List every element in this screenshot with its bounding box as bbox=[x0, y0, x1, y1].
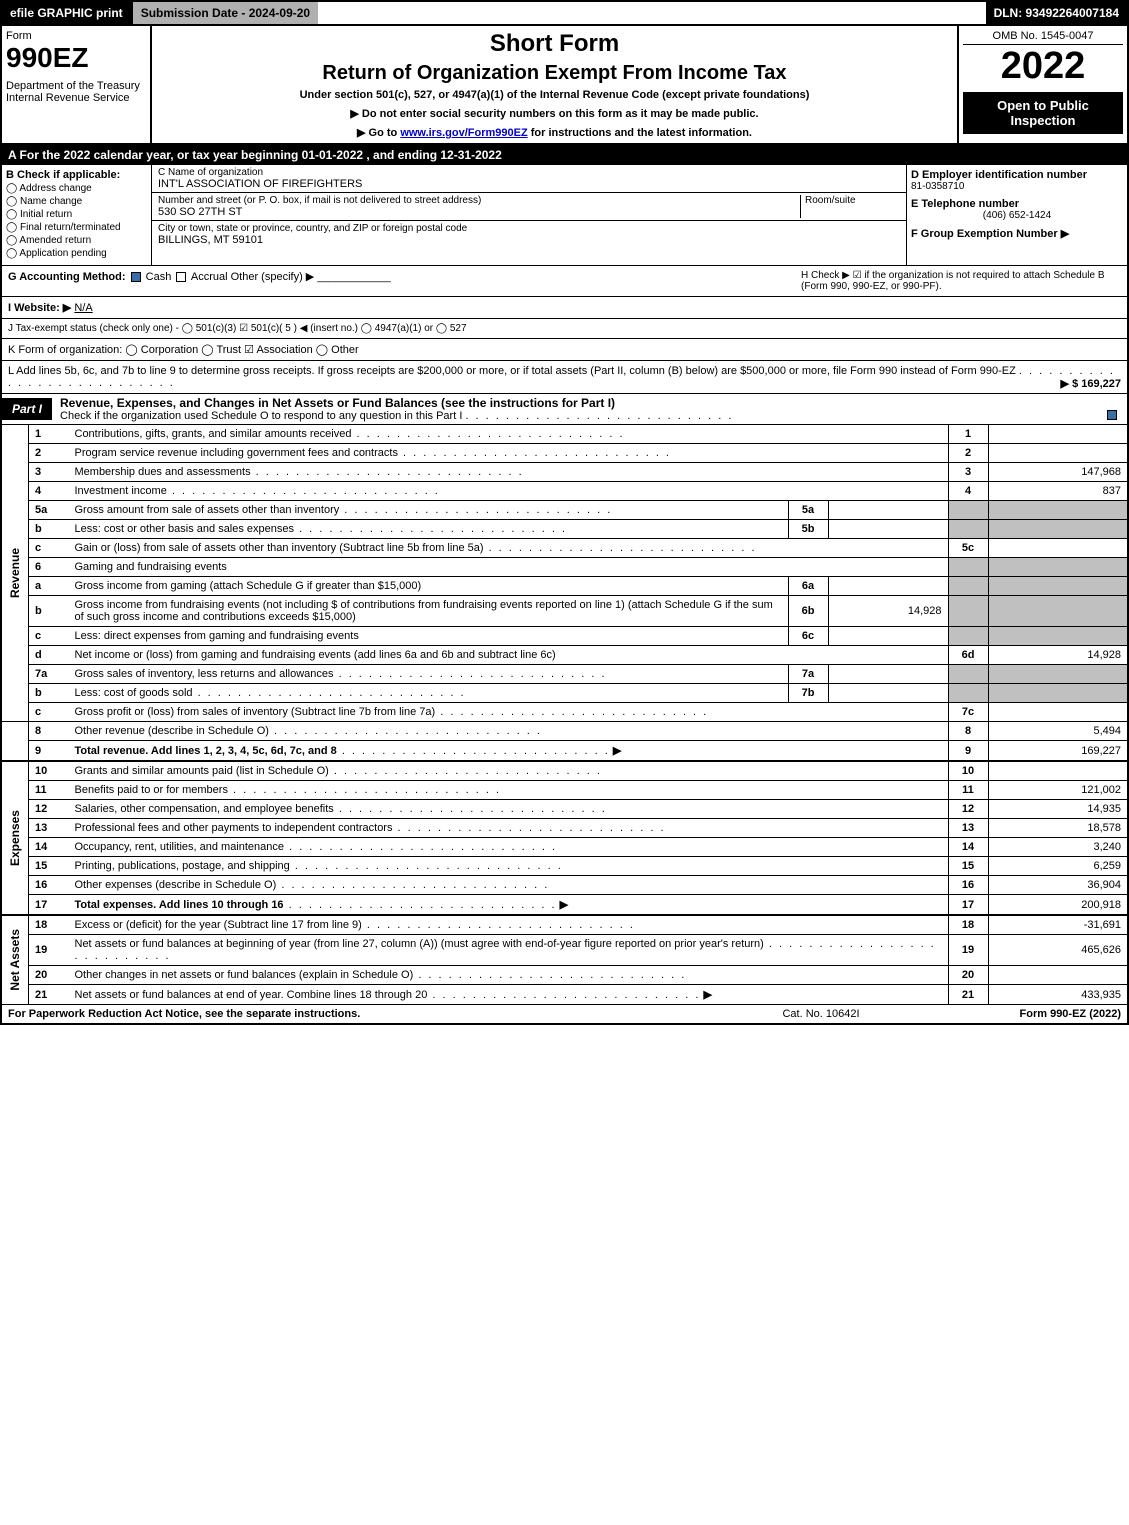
ein-label: D Employer identification number bbox=[911, 169, 1123, 181]
org-name: INT'L ASSOCIATION OF FIREFIGHTERS bbox=[158, 178, 900, 190]
footer: For Paperwork Reduction Act Notice, see … bbox=[0, 1005, 1129, 1025]
part1-table: Revenue 1 Contributions, gifts, grants, … bbox=[0, 425, 1129, 1005]
website-val: N/A bbox=[74, 302, 92, 314]
section-a: A For the 2022 calendar year, or tax yea… bbox=[0, 145, 1129, 165]
col-c: C Name of organization INT'L ASSOCIATION… bbox=[152, 165, 907, 265]
line-i: I Website: ▶ N/A bbox=[0, 297, 1129, 319]
line-l-text: L Add lines 5b, 6c, and 7b to line 9 to … bbox=[8, 365, 1016, 377]
line-k: K Form of organization: ◯ Corporation ◯ … bbox=[0, 339, 1129, 361]
revenue-rot: Revenue bbox=[8, 548, 22, 598]
line-l: L Add lines 5b, 6c, and 7b to line 9 to … bbox=[0, 361, 1129, 394]
omb-number: OMB No. 1545-0047 bbox=[963, 30, 1123, 45]
dln: DLN: 93492264007184 bbox=[986, 2, 1127, 24]
col-b-header: B Check if applicable: bbox=[6, 169, 147, 181]
chk-cash[interactable] bbox=[131, 272, 141, 282]
room-label: Room/suite bbox=[805, 195, 900, 206]
subtitle: Under section 501(c), 527, or 4947(a)(1)… bbox=[160, 89, 949, 101]
footer-right: Form 990-EZ (2022) bbox=[921, 1008, 1121, 1020]
part1-title: Revenue, Expenses, and Changes in Net As… bbox=[60, 396, 615, 410]
footer-left: For Paperwork Reduction Act Notice, see … bbox=[8, 1008, 721, 1020]
line-h: H Check ▶ ☑ if the organization is not r… bbox=[801, 270, 1121, 292]
return-title: Return of Organization Exempt From Incom… bbox=[160, 62, 949, 85]
efile-label[interactable]: efile GRAPHIC print bbox=[2, 2, 131, 24]
instr2-post: for instructions and the latest informat… bbox=[528, 127, 752, 139]
city: BILLINGS, MT 59101 bbox=[158, 234, 900, 246]
website-label: I Website: ▶ bbox=[8, 302, 71, 314]
department: Department of the Treasury Internal Reve… bbox=[6, 80, 146, 104]
chk-application-pending[interactable]: ◯ Application pending bbox=[6, 248, 147, 259]
chk-initial-return[interactable]: ◯ Initial return bbox=[6, 209, 147, 220]
instruction-2: ▶ Go to www.irs.gov/Form990EZ for instru… bbox=[160, 126, 949, 139]
chk-name-change[interactable]: ◯ Name change bbox=[6, 196, 147, 207]
instr2-pre: ▶ Go to bbox=[357, 127, 400, 139]
irs-link[interactable]: www.irs.gov/Form990EZ bbox=[400, 127, 527, 139]
instruction-1: ▶ Do not enter social security numbers o… bbox=[160, 107, 949, 120]
submission-date: Submission Date - 2024-09-20 bbox=[131, 2, 318, 24]
telephone-label: E Telephone number bbox=[911, 198, 1123, 210]
accounting-method-label: G Accounting Method: bbox=[8, 271, 126, 283]
telephone: (406) 652-1424 bbox=[911, 210, 1123, 221]
col-b: B Check if applicable: ◯ Address change … bbox=[2, 165, 152, 265]
short-form-title: Short Form bbox=[160, 30, 949, 58]
line-l-val: ▶ $ 169,227 bbox=[1061, 377, 1121, 390]
line-g-h: G Accounting Method: Cash Accrual Other … bbox=[0, 266, 1129, 297]
col-d: D Employer identification number 81-0358… bbox=[907, 165, 1127, 265]
chk-accrual[interactable] bbox=[176, 272, 186, 282]
part1-tab: Part I bbox=[2, 398, 52, 420]
form-word: Form bbox=[6, 30, 146, 42]
address-label: Number and street (or P. O. box, if mail… bbox=[158, 195, 800, 206]
open-to-public: Open to Public Inspection bbox=[963, 92, 1123, 134]
info-grid: B Check if applicable: ◯ Address change … bbox=[0, 165, 1129, 266]
form-header: Form 990EZ Department of the Treasury In… bbox=[0, 26, 1129, 145]
address: 530 SO 27TH ST bbox=[158, 206, 800, 218]
city-label: City or town, state or province, country… bbox=[158, 223, 900, 234]
footer-cat: Cat. No. 10642I bbox=[721, 1008, 921, 1020]
chk-schedule-o[interactable] bbox=[1107, 410, 1117, 420]
netassets-rot: Net Assets bbox=[8, 929, 22, 991]
chk-amended-return[interactable]: ◯ Amended return bbox=[6, 235, 147, 246]
topbar: efile GRAPHIC print Submission Date - 20… bbox=[0, 0, 1129, 26]
group-exemption-label: F Group Exemption Number ▶ bbox=[911, 227, 1123, 240]
ein: 81-0358710 bbox=[911, 181, 1123, 192]
tax-year: 2022 bbox=[963, 45, 1123, 88]
line-j: J Tax-exempt status (check only one) - ◯… bbox=[0, 319, 1129, 339]
form-number: 990EZ bbox=[6, 42, 146, 74]
chk-address-change[interactable]: ◯ Address change bbox=[6, 183, 147, 194]
part1-header: Part I Revenue, Expenses, and Changes in… bbox=[0, 394, 1129, 425]
chk-final-return[interactable]: ◯ Final return/terminated bbox=[6, 222, 147, 233]
part1-subtitle: Check if the organization used Schedule … bbox=[60, 410, 1119, 422]
expenses-rot: Expenses bbox=[8, 810, 22, 866]
org-name-label: C Name of organization bbox=[158, 167, 900, 178]
